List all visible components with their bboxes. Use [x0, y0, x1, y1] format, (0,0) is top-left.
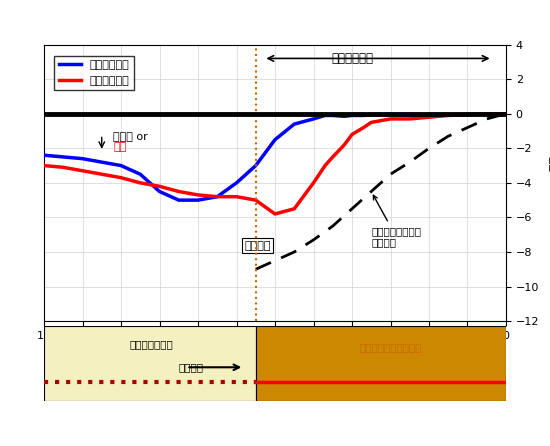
Text: 切羽前方変位: 切羽前方変位: [331, 52, 373, 65]
Legend: 水平方向変位, 鉛直方向変位: 水平方向変位, 鉛直方向変位: [54, 56, 134, 90]
Text: 切羽位置: 切羽位置: [244, 240, 271, 251]
Text: トンネル縦断図: トンネル縦断図: [130, 339, 174, 349]
Text: 光ファイバーセンサー: 光ファイバーセンサー: [359, 342, 422, 352]
Text: 沈下: 沈下: [113, 142, 127, 152]
Bar: [256, 326, 506, 401]
X-axis label: 光ファイバーセンサー先端からの距離 (m): 光ファイバーセンサー先端からの距離 (m): [199, 347, 351, 359]
Y-axis label: 変位 [mm]: 変位 [mm]: [547, 156, 550, 210]
Text: 掘削方向: 掘削方向: [179, 362, 204, 372]
Text: 前方が軟弱な場合
の想定線: 前方が軟弱な場合 の想定線: [371, 195, 421, 248]
Text: 内空側 or: 内空側 or: [113, 132, 148, 142]
Bar: [44, 326, 256, 401]
